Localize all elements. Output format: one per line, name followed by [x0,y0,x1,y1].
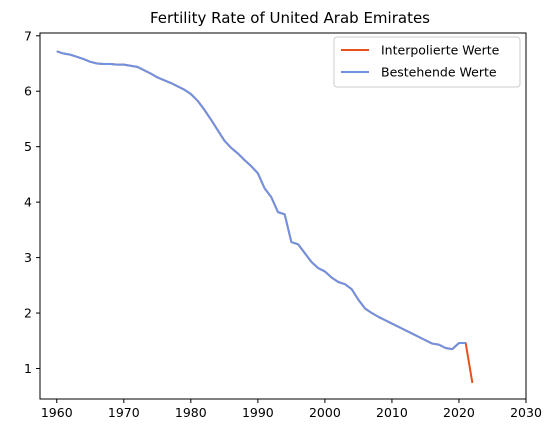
x-tick-label: 2030 [510,405,542,420]
plot-area-frame [39,32,527,400]
x-tick-label: 1980 [175,405,207,420]
legend: Interpolierte Werte Bestehende Werte [333,36,521,88]
axis-layer: 1960 1970 1980 1990 2000 2010 2020 2030 1 2 3 4 5 6 7 [24,28,542,420]
y-tick-label: 1 [24,361,32,376]
x-tick-label: 1990 [242,405,274,420]
legend-label-existing: Bestehende Werte [381,65,497,80]
x-tick-label: 2000 [309,405,341,420]
series-layer [56,50,474,384]
legend-label-interpolated: Interpolierte Werte [381,43,500,58]
y-tick-label: 3 [24,250,32,265]
x-tick-label: 1970 [108,405,140,420]
chart-title: Fertility Rate of United Arab Emirates [150,9,430,27]
x-tick-label: 1960 [41,405,73,420]
y-tick-label: 2 [24,306,32,321]
x-tick-label: 2010 [376,405,408,420]
y-tick-label: 7 [24,28,32,43]
series-line-existing [56,50,466,351]
x-tick-label: 2020 [443,405,475,420]
y-tick-label: 6 [24,84,32,99]
y-tick-label: 5 [24,139,32,154]
y-tick-label: 4 [24,195,32,210]
legend-box [333,36,521,88]
